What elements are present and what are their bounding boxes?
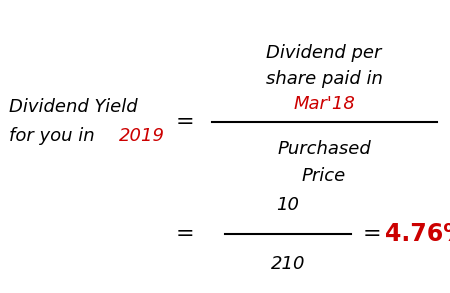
Text: Mar'18: Mar'18 xyxy=(293,95,355,113)
Text: =: = xyxy=(175,112,194,132)
Text: Price: Price xyxy=(302,167,346,185)
Text: 210: 210 xyxy=(271,255,305,273)
Text: =: = xyxy=(362,224,381,244)
Text: for you in: for you in xyxy=(9,127,100,145)
Text: =: = xyxy=(175,224,194,244)
Text: Purchased: Purchased xyxy=(277,140,371,159)
Text: Dividend per: Dividend per xyxy=(266,44,382,62)
Text: share paid in: share paid in xyxy=(266,70,382,88)
Text: 10: 10 xyxy=(276,196,300,214)
Text: Dividend Yield: Dividend Yield xyxy=(9,98,138,116)
Text: 2019: 2019 xyxy=(119,127,165,145)
Text: 4.76%: 4.76% xyxy=(385,222,450,246)
